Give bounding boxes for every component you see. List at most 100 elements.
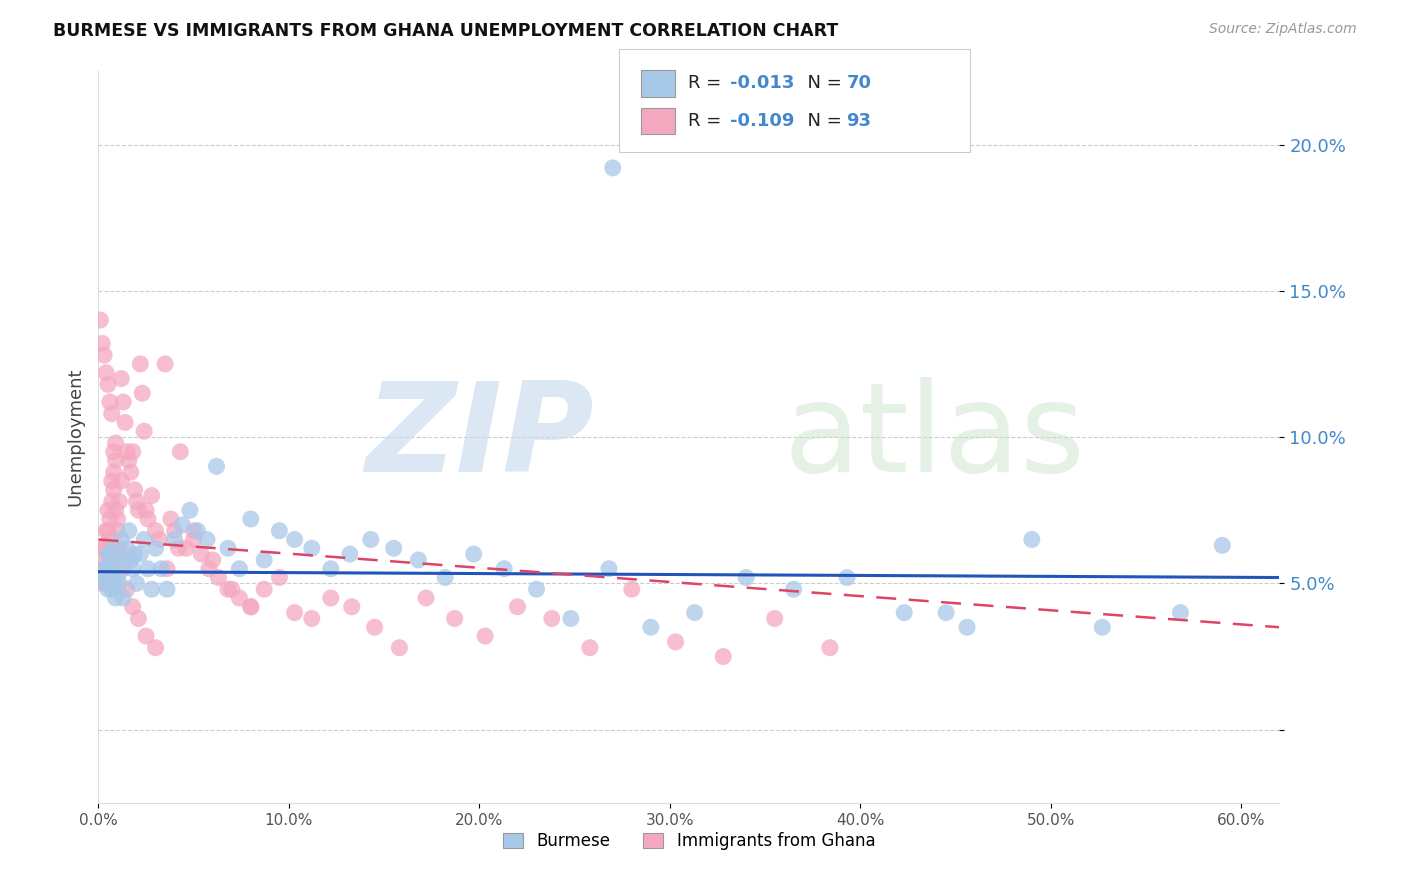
Point	[93, 348, 115, 362]
Point	[221, 582, 243, 597]
Point	[284, 606, 307, 620]
Point	[835, 570, 858, 584]
Point	[217, 541, 239, 556]
Text: -0.013: -0.013	[730, 75, 794, 93]
Point	[179, 503, 201, 517]
Point	[415, 591, 437, 605]
Point	[163, 524, 186, 538]
Point	[103, 541, 125, 556]
Point	[107, 512, 129, 526]
Point	[1091, 620, 1114, 634]
Point	[103, 576, 125, 591]
Point	[103, 465, 125, 479]
Point	[91, 576, 114, 591]
Point	[103, 444, 125, 458]
Point	[340, 599, 363, 614]
Point	[135, 503, 157, 517]
Point	[711, 649, 734, 664]
Point	[93, 570, 115, 584]
Point	[301, 611, 323, 625]
Point	[120, 465, 142, 479]
Point	[121, 599, 143, 614]
Point	[443, 611, 465, 625]
Point	[145, 640, 167, 655]
Point	[253, 553, 276, 567]
Point	[97, 503, 120, 517]
Point	[150, 562, 173, 576]
Point	[120, 553, 142, 567]
Point	[195, 533, 218, 547]
Point	[156, 562, 179, 576]
Point	[115, 444, 138, 458]
Point	[93, 541, 115, 556]
Point	[526, 582, 548, 597]
Point	[408, 553, 430, 567]
Point	[121, 444, 143, 458]
Point	[190, 547, 212, 561]
Point	[124, 547, 146, 561]
Point	[103, 483, 125, 497]
Point	[186, 524, 208, 538]
Point	[382, 541, 405, 556]
Point	[136, 512, 159, 526]
Point	[207, 570, 229, 584]
Point	[620, 582, 643, 597]
Text: N =: N =	[796, 75, 848, 93]
Point	[114, 416, 136, 430]
Point	[112, 395, 135, 409]
Point	[506, 599, 529, 614]
Point	[100, 494, 122, 508]
Point	[118, 453, 141, 467]
Point	[217, 582, 239, 597]
Text: 93: 93	[846, 112, 872, 130]
Point	[91, 570, 114, 584]
Point	[104, 591, 127, 605]
Point	[94, 562, 117, 576]
Point	[598, 562, 620, 576]
Point	[93, 562, 115, 576]
Point	[134, 424, 156, 438]
Point	[935, 606, 957, 620]
Point	[100, 407, 122, 421]
Point	[114, 553, 136, 567]
Point	[112, 591, 135, 605]
Point	[1211, 538, 1233, 552]
Point	[100, 582, 122, 597]
Point	[388, 640, 411, 655]
Point	[91, 541, 114, 556]
Point	[228, 562, 250, 576]
Point	[893, 606, 915, 620]
Point	[104, 503, 127, 517]
Text: -0.109: -0.109	[730, 112, 794, 130]
Point	[107, 524, 129, 538]
Point	[97, 377, 120, 392]
Point	[253, 582, 276, 597]
Point	[141, 489, 163, 503]
Point	[98, 547, 121, 561]
Point	[100, 474, 122, 488]
Point	[115, 541, 138, 556]
Point	[818, 640, 841, 655]
Point	[301, 541, 323, 556]
Point	[121, 562, 143, 576]
Point	[783, 582, 806, 597]
Point	[269, 570, 291, 584]
Point	[107, 547, 129, 561]
Point	[98, 562, 121, 576]
Point	[104, 453, 127, 467]
Point	[104, 553, 127, 567]
Point	[172, 517, 194, 532]
Point	[94, 524, 117, 538]
Text: R =: R =	[688, 112, 727, 130]
Point	[110, 533, 132, 547]
Point	[141, 582, 163, 597]
Point	[107, 567, 129, 582]
Point	[115, 582, 138, 597]
Point	[104, 436, 127, 450]
Point	[108, 576, 131, 591]
Point	[494, 562, 516, 576]
Point	[540, 611, 562, 625]
Point	[97, 547, 120, 561]
Point	[94, 576, 117, 591]
Point	[683, 606, 706, 620]
